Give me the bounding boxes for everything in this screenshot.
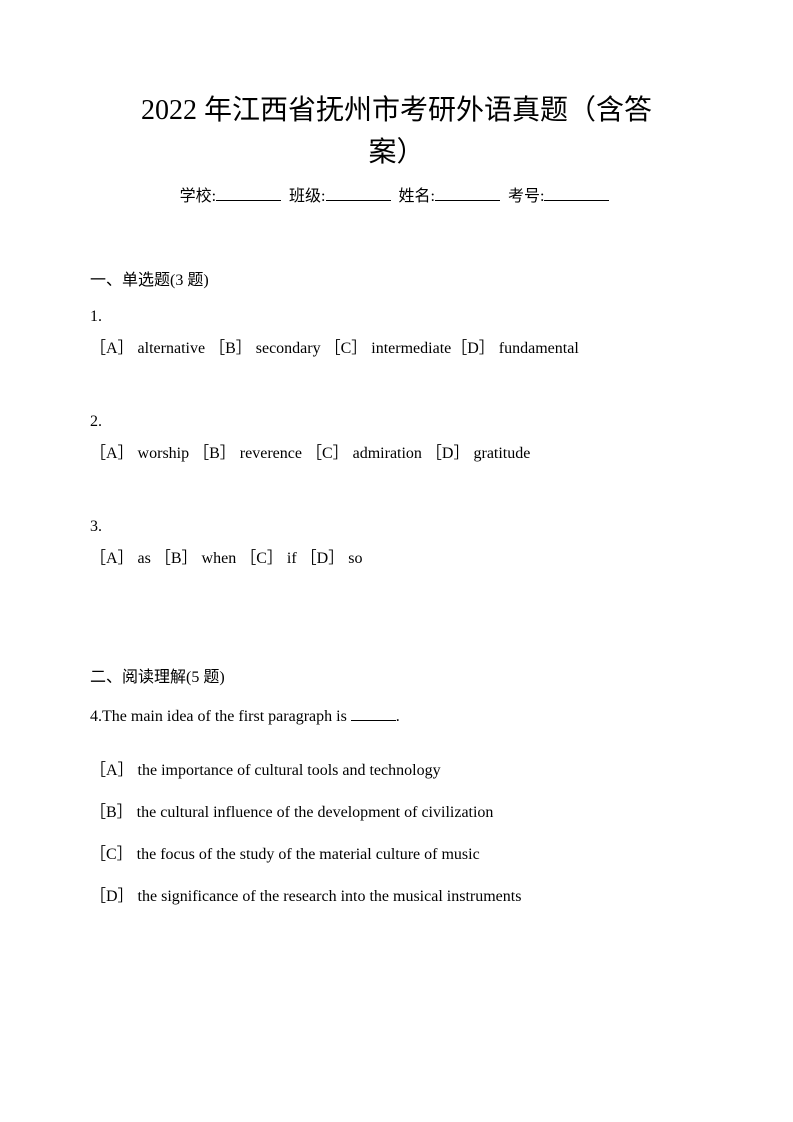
- name-blank[interactable]: [435, 185, 500, 201]
- student-info-row: 学校: 班级: 姓名: 考号:: [90, 182, 703, 206]
- title-line-1: 2022 年江西省抚州市考研外语真题（含答: [141, 95, 652, 126]
- title-line-2: 案）: [368, 137, 424, 168]
- school-label: 学校:: [180, 188, 216, 205]
- question-3-options: ［A］ as ［B］ when ［C］ if ［D］ so: [90, 544, 703, 568]
- question-4-text-after: .: [396, 708, 400, 725]
- question-4-option-a: ［A］ the importance of cultural tools and…: [90, 756, 703, 780]
- question-4-text-before: 4.The main idea of the first paragraph i…: [90, 708, 351, 725]
- question-2-options: ［A］ worship ［B］ reverence ［C］ admiration…: [90, 439, 703, 463]
- school-blank[interactable]: [216, 185, 281, 201]
- section-1-header: 一、单选题(3 题): [90, 266, 703, 290]
- class-label: 班级:: [289, 188, 325, 205]
- question-4-option-b: ［B］ the cultural influence of the develo…: [90, 798, 703, 822]
- exam-no-label: 考号:: [508, 188, 544, 205]
- question-3-number: 3.: [90, 518, 703, 536]
- class-blank[interactable]: [326, 185, 391, 201]
- exam-no-blank[interactable]: [544, 185, 609, 201]
- question-4-option-c: ［C］ the focus of the study of the materi…: [90, 840, 703, 864]
- question-2-number: 2.: [90, 413, 703, 431]
- page-title: 2022 年江西省抚州市考研外语真题（含答 案）: [90, 90, 703, 174]
- question-4-blank: [351, 705, 396, 721]
- question-4-option-d: ［D］ the significance of the research int…: [90, 882, 703, 906]
- name-label: 姓名:: [399, 188, 435, 205]
- question-4-text: 4.The main idea of the first paragraph i…: [90, 705, 703, 726]
- question-1-options: ［A］ alternative ［B］ secondary ［C］ interm…: [90, 334, 703, 358]
- section-2-header: 二、阅读理解(5 题): [90, 663, 703, 687]
- question-1-number: 1.: [90, 308, 703, 326]
